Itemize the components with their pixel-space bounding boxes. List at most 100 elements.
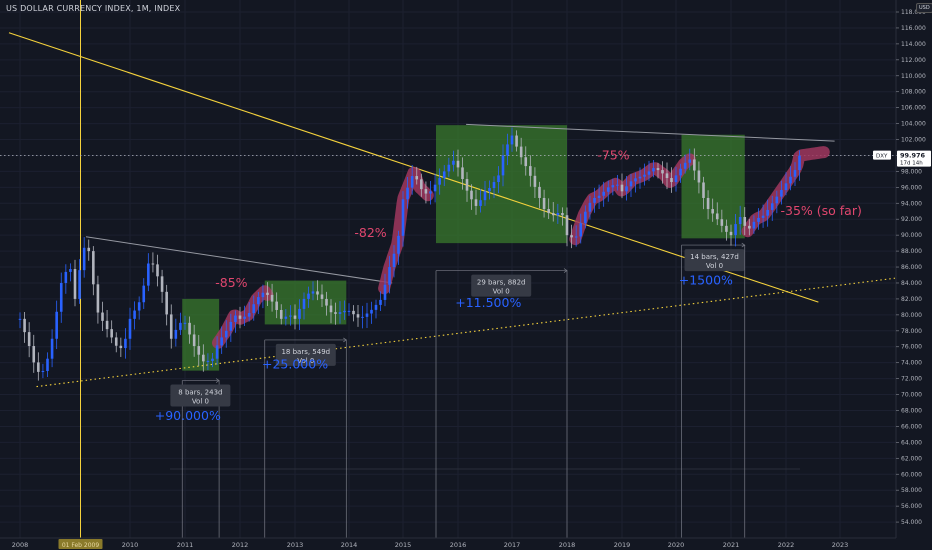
candle-body bbox=[479, 200, 482, 206]
time-tick-label: 2013 bbox=[287, 541, 304, 549]
range-label-bars: 18 bars, 549d bbox=[281, 348, 330, 356]
price-tick-label: 108.000 bbox=[901, 89, 926, 96]
candle-body bbox=[92, 251, 95, 285]
candle-body bbox=[160, 276, 164, 292]
candle-body bbox=[579, 223, 583, 237]
price-tick-label: 114.000 bbox=[901, 41, 926, 48]
price-tick-label: 56.000 bbox=[901, 503, 922, 510]
candle-body bbox=[447, 164, 451, 172]
price-tick-label: 112.000 bbox=[901, 57, 926, 64]
time-tick-label: 2012 bbox=[232, 541, 249, 549]
candle-body bbox=[497, 175, 500, 183]
candle-body bbox=[693, 159, 696, 171]
price-tick-label: 102.000 bbox=[901, 137, 926, 144]
candle-body bbox=[55, 311, 58, 339]
candle-body bbox=[293, 315, 297, 319]
candle-body bbox=[352, 310, 355, 315]
range-label-box bbox=[471, 274, 532, 297]
time-axis[interactable]: 2008 2010 2011 2012 2013 2014 2015 2016 2017 2018… bbox=[0, 537, 932, 550]
candle-body bbox=[27, 332, 31, 347]
candle-body bbox=[302, 298, 306, 309]
candle-body bbox=[329, 305, 333, 313]
resistance-line-low bbox=[85, 236, 393, 284]
candle-body bbox=[124, 338, 127, 349]
candle-body bbox=[261, 292, 265, 298]
time-tick-label: 2018 bbox=[559, 541, 576, 549]
price-tick-label: 60.000 bbox=[901, 471, 922, 478]
range-label-box bbox=[170, 384, 231, 407]
candle-body bbox=[638, 176, 642, 179]
candle-body bbox=[656, 168, 660, 171]
candle-body bbox=[643, 174, 646, 177]
price-tick-label: 62.000 bbox=[901, 455, 922, 462]
time-tick-label: 2020 bbox=[668, 541, 685, 549]
candles bbox=[18, 127, 801, 381]
candle-body bbox=[374, 304, 378, 310]
candle-body bbox=[64, 271, 68, 283]
candle-body bbox=[110, 329, 113, 338]
time-tick-label: 2015 bbox=[395, 541, 412, 549]
candle-body bbox=[547, 209, 550, 214]
candle-body bbox=[397, 235, 400, 254]
candle-body bbox=[734, 224, 737, 236]
price-tick-label: 110.000 bbox=[901, 73, 926, 80]
price-axis[interactable]: 118.000 116.000 114.000 112.000 110.000 108.0… bbox=[873, 0, 932, 550]
candle-body bbox=[119, 345, 123, 349]
candle-body bbox=[174, 329, 178, 339]
range-label-bars: 14 bars, 427d bbox=[690, 253, 739, 261]
candle-body bbox=[688, 159, 692, 163]
candle-body bbox=[307, 293, 310, 299]
price-tick-label: 104.000 bbox=[901, 121, 926, 128]
candle-body bbox=[789, 176, 792, 184]
candle-body bbox=[202, 354, 205, 362]
candle-body bbox=[41, 371, 45, 373]
candle-body bbox=[506, 144, 509, 156]
candle-body bbox=[270, 294, 274, 302]
candle-body bbox=[679, 168, 682, 176]
candle-body bbox=[298, 308, 301, 319]
time-tick-label: 2008 bbox=[12, 541, 29, 549]
candle-body bbox=[392, 253, 396, 268]
candle-body bbox=[647, 171, 651, 175]
candle-body bbox=[133, 310, 136, 319]
candle-body bbox=[147, 263, 150, 286]
candle-body bbox=[775, 196, 779, 204]
candle-body bbox=[188, 322, 191, 335]
candle-body bbox=[551, 213, 555, 216]
price-tick-label: 84.000 bbox=[901, 280, 922, 287]
last-price-countdown: 17d 14h bbox=[900, 161, 923, 167]
range-box bbox=[436, 125, 567, 244]
candle-body bbox=[674, 175, 678, 183]
candle-body bbox=[697, 170, 701, 183]
candle-body bbox=[151, 263, 155, 265]
candle-body bbox=[192, 334, 196, 347]
price-tick-label: 94.000 bbox=[901, 200, 922, 207]
candle-body bbox=[501, 155, 505, 176]
candle-body bbox=[179, 322, 182, 330]
resistance-line-high bbox=[466, 123, 835, 142]
price-tick-label: 96.000 bbox=[901, 184, 922, 191]
candle-body bbox=[711, 209, 714, 214]
candle-body bbox=[798, 155, 801, 171]
chart-title: US DOLLAR CURRENCY INDEX, 1M, INDEX bbox=[6, 4, 181, 13]
price-axis-background bbox=[896, 0, 932, 550]
candle-body bbox=[465, 179, 469, 191]
candle-body bbox=[652, 168, 655, 172]
candle-body bbox=[784, 183, 788, 190]
candle-body bbox=[629, 181, 633, 187]
candle-body bbox=[243, 316, 246, 319]
candle-body bbox=[488, 188, 491, 192]
candle-body bbox=[165, 291, 168, 315]
time-tick-label: 2010 bbox=[122, 541, 139, 549]
candle-body bbox=[770, 203, 774, 210]
candle-body bbox=[234, 315, 237, 322]
price-tick-label: 92.000 bbox=[901, 216, 922, 223]
candle-body bbox=[665, 173, 669, 179]
currency-badge[interactable]: USD bbox=[916, 3, 932, 13]
price-tick-label: 106.000 bbox=[901, 105, 926, 112]
candle-body bbox=[415, 176, 419, 180]
range-guide-arrow bbox=[563, 268, 568, 273]
candle-body bbox=[96, 284, 100, 313]
